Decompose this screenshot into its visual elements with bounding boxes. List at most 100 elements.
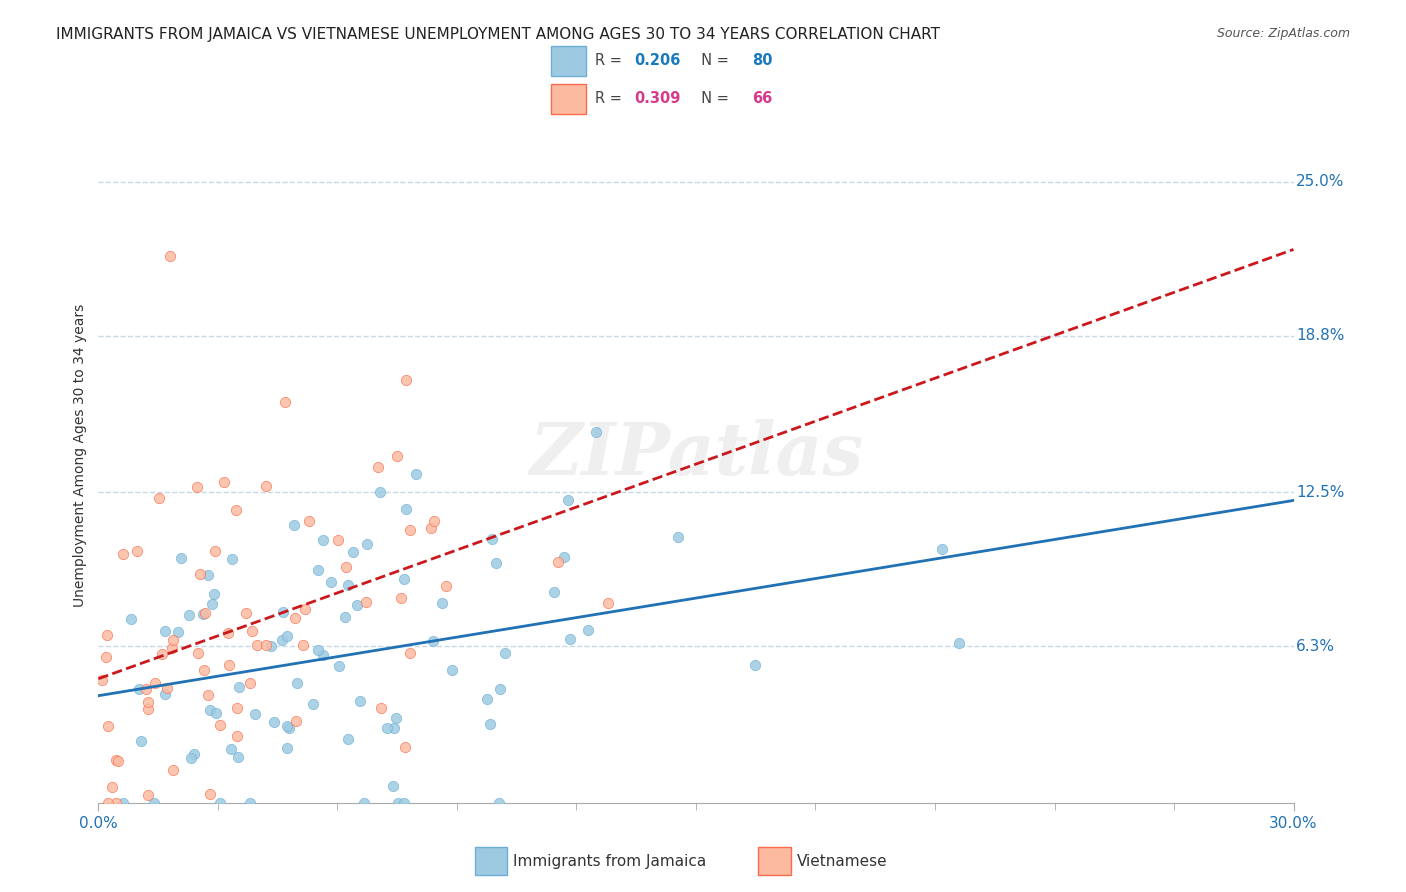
Point	[382, 779, 405, 793]
Point	[387, 796, 409, 810]
Point	[91, 673, 114, 687]
Point	[153, 687, 176, 701]
Point	[162, 763, 184, 777]
Point	[481, 532, 503, 546]
Point	[254, 639, 277, 653]
Point	[201, 597, 224, 611]
Point	[336, 731, 359, 746]
Point	[285, 714, 308, 728]
Point	[235, 606, 257, 620]
Point	[219, 741, 242, 756]
Point	[194, 606, 217, 620]
Point	[188, 567, 211, 582]
Point	[319, 574, 342, 589]
Point	[441, 663, 464, 677]
Point	[186, 480, 208, 494]
Point	[142, 796, 165, 810]
Point	[148, 491, 170, 506]
Point	[239, 796, 262, 810]
Point	[394, 740, 416, 755]
Point	[145, 675, 167, 690]
Point	[301, 697, 323, 711]
Point	[136, 789, 159, 803]
Point	[392, 572, 415, 586]
Point	[405, 467, 427, 481]
Point	[385, 711, 408, 725]
Point	[226, 701, 249, 715]
Point	[217, 626, 239, 640]
Point	[494, 646, 516, 660]
Point	[271, 605, 294, 619]
Point	[557, 493, 579, 508]
Text: ZIPatlas: ZIPatlas	[529, 419, 863, 491]
Point	[96, 628, 118, 642]
Point	[226, 729, 249, 743]
Text: 0.309: 0.309	[634, 91, 681, 106]
Text: 12.5%: 12.5%	[1296, 484, 1344, 500]
Point	[187, 646, 209, 660]
Point	[204, 706, 226, 720]
Text: Vietnamese: Vietnamese	[797, 854, 887, 869]
Point	[576, 623, 599, 637]
Text: 25.0%: 25.0%	[1296, 174, 1344, 189]
Point	[475, 692, 498, 706]
Point	[420, 521, 443, 535]
Point	[214, 475, 236, 490]
Point	[488, 796, 510, 810]
Point	[375, 721, 398, 735]
Point	[246, 638, 269, 652]
Point	[128, 682, 150, 697]
Text: Source: ZipAtlas.com: Source: ZipAtlas.com	[1216, 27, 1350, 40]
Point	[105, 796, 128, 810]
Point	[263, 714, 285, 729]
Point	[271, 633, 294, 648]
Point	[150, 648, 173, 662]
FancyBboxPatch shape	[475, 847, 508, 875]
FancyBboxPatch shape	[551, 84, 586, 114]
Point	[353, 796, 375, 810]
Point	[254, 479, 277, 493]
Point	[239, 676, 262, 690]
Point	[291, 638, 314, 652]
Text: IMMIGRANTS FROM JAMAICA VS VIETNAMESE UNEMPLOYMENT AMONG AGES 30 TO 34 YEARS COR: IMMIGRANTS FROM JAMAICA VS VIETNAMESE UN…	[56, 27, 941, 42]
Point	[135, 681, 157, 696]
Point	[553, 550, 575, 565]
Point	[129, 734, 152, 748]
Point	[485, 557, 508, 571]
Point	[598, 596, 620, 610]
Point	[209, 717, 232, 731]
Point	[285, 676, 308, 690]
Point	[370, 700, 392, 714]
Text: 6.3%: 6.3%	[1296, 639, 1334, 654]
Point	[382, 721, 405, 735]
Point	[276, 719, 298, 733]
Point	[204, 543, 226, 558]
Point	[354, 595, 377, 609]
Point	[136, 695, 159, 709]
Point	[392, 796, 415, 810]
Point	[276, 740, 298, 755]
Point	[160, 641, 183, 656]
Point	[298, 515, 321, 529]
Point	[274, 395, 297, 409]
Y-axis label: Unemployment Among Ages 30 to 34 years: Unemployment Among Ages 30 to 34 years	[73, 303, 87, 607]
Point	[162, 633, 184, 648]
Point	[356, 536, 378, 550]
Point	[167, 625, 190, 640]
Point	[225, 503, 247, 517]
Point	[221, 552, 243, 566]
Point	[170, 550, 193, 565]
Point	[240, 624, 263, 638]
Point	[112, 547, 135, 561]
Point	[127, 543, 149, 558]
Point	[294, 602, 316, 616]
Point	[666, 530, 689, 544]
Text: R =: R =	[595, 91, 627, 106]
Point	[346, 598, 368, 612]
Point	[284, 611, 307, 625]
Text: 0.206: 0.206	[634, 54, 681, 69]
Point	[107, 754, 129, 768]
Point	[177, 608, 200, 623]
Text: N =: N =	[692, 91, 733, 106]
Point	[153, 624, 176, 638]
